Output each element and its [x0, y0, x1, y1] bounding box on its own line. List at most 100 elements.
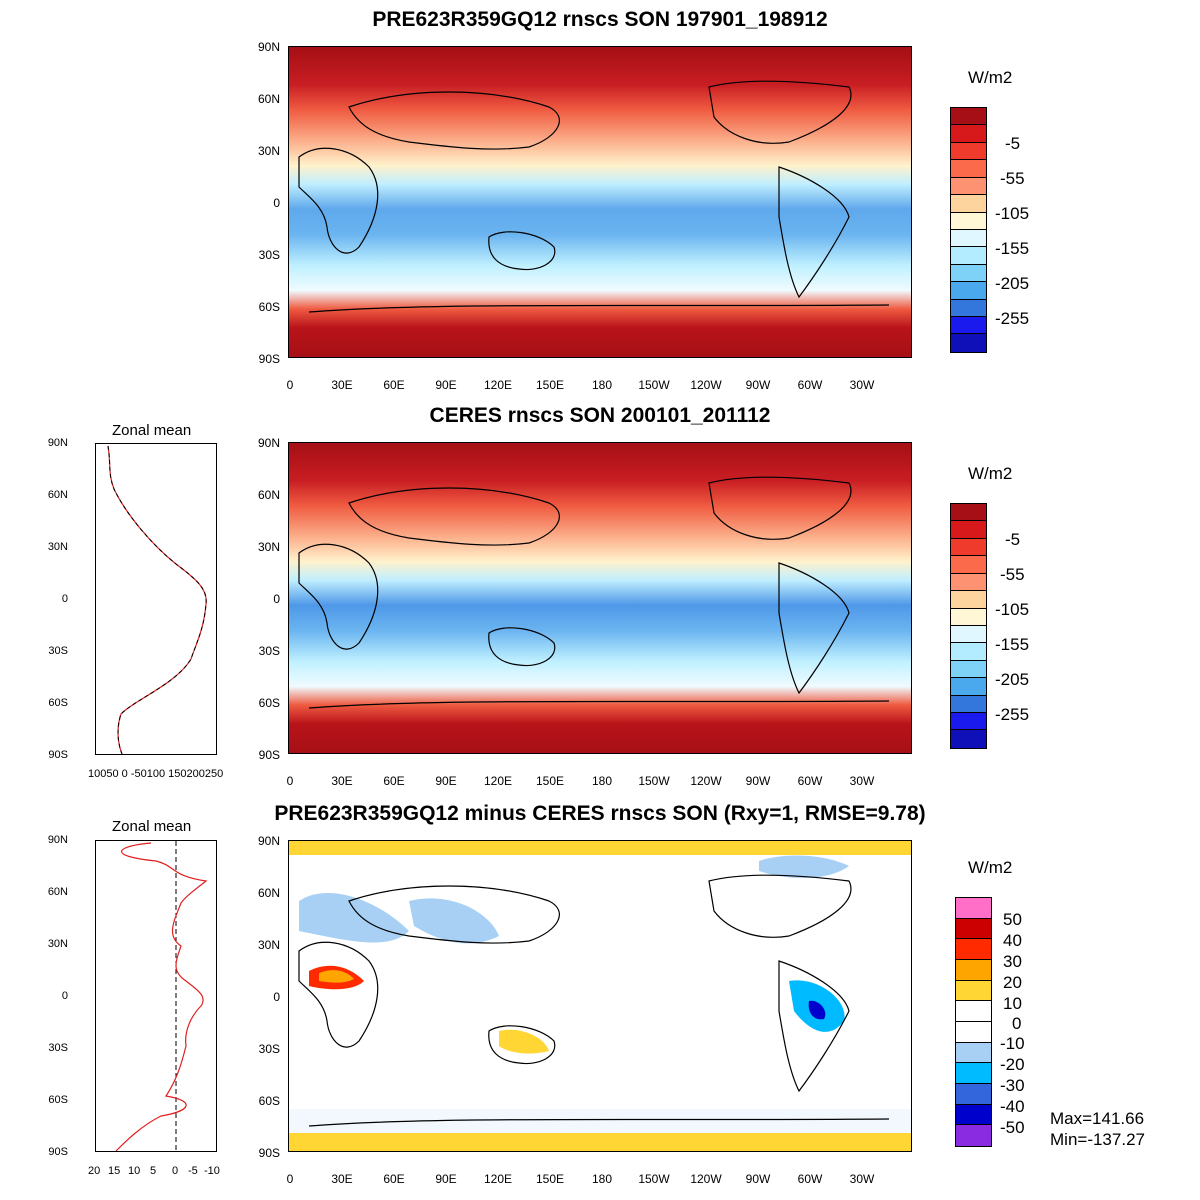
diff-zlat-0: 0: [61, 990, 68, 1002]
colorbar-swatch: [951, 229, 986, 248]
obs-lat-60n: 60N: [257, 488, 280, 502]
colorbar-swatch: [956, 980, 991, 1002]
obs-map: [288, 442, 912, 754]
obs-zonal-plot: [95, 443, 217, 755]
obs-unit: W/m2: [968, 464, 1013, 483]
obs-zlat-60n: 60N: [47, 489, 68, 501]
model-lon-30e: 30E: [331, 378, 353, 392]
diff-cb-label: 50: [1003, 910, 1022, 929]
diff-zonal-xlabel: -5: [188, 1165, 198, 1177]
diff-cb-label: -30: [1000, 1076, 1025, 1095]
colorbar-swatch: [951, 108, 986, 126]
obs-lat-60s: 60S: [258, 696, 280, 710]
model-cb-label: -155: [995, 239, 1030, 258]
model-cb-label: -55: [1000, 169, 1025, 188]
diff-lon-60e: 60E: [383, 1172, 405, 1186]
model-lat-60n: 60N: [257, 92, 280, 106]
colorbar-swatch: [951, 730, 986, 748]
colorbar-swatch: [951, 195, 986, 213]
obs-cb-label: -105: [995, 600, 1030, 619]
obs-zlat-90s: 90S: [48, 749, 68, 761]
diff-colorbar: [955, 897, 992, 1147]
diff-cb-label: -10: [1000, 1034, 1025, 1053]
obs-lat-30s: 30S: [258, 644, 280, 658]
obs-lon-120w: 120W: [690, 774, 722, 788]
model-lat-90s: 90S: [258, 352, 280, 366]
diff-lon-150e: 150E: [535, 1172, 565, 1186]
obs-zlat-60s: 60S: [48, 697, 68, 709]
colorbar-swatch: [956, 939, 991, 960]
colorbar-swatch: [956, 959, 991, 981]
colorbar-swatch: [951, 695, 986, 714]
diff-lat-90s: 90S: [258, 1146, 280, 1160]
obs-lon-30w: 30W: [849, 774, 875, 788]
model-cb-label: -105: [995, 204, 1030, 223]
colorbar-swatch: [951, 177, 986, 196]
obs-colorbar: [950, 503, 987, 749]
diff-max: Max=141.66: [1050, 1109, 1145, 1128]
model-unit: W/m2: [968, 68, 1013, 87]
model-lat-90n: 90N: [257, 40, 280, 54]
colorbar-swatch: [951, 282, 986, 300]
diff-lon-90w: 90W: [745, 1172, 771, 1186]
model-lon-60e: 60E: [383, 378, 405, 392]
colorbar-swatch: [956, 898, 991, 919]
obs-zlat-30n: 30N: [47, 541, 68, 553]
colorbar-swatch: [956, 1125, 991, 1146]
model-lon-150w: 150W: [638, 378, 670, 392]
diff-lat-60n: 60N: [257, 886, 280, 900]
diff-lat-0: 0: [273, 990, 280, 1004]
diff-zonal-plot: [95, 840, 217, 1152]
diff-lon-30e: 30E: [331, 1172, 353, 1186]
model-lon-30w: 30W: [849, 378, 875, 392]
colorbar-swatch: [956, 1083, 991, 1105]
colorbar-swatch: [951, 538, 986, 557]
diff-lon-90e: 90E: [435, 1172, 457, 1186]
colorbar-swatch: [951, 125, 986, 143]
colorbar-swatch: [951, 660, 986, 679]
obs-cb-label: -155: [995, 635, 1030, 654]
obs-lat-90n: 90N: [257, 436, 280, 450]
diff-zlat-90s: 90S: [48, 1146, 68, 1158]
obs-cb-label: -5: [1005, 530, 1021, 549]
colorbar-swatch: [951, 504, 986, 522]
model-map-field: [289, 47, 911, 357]
diff-cb-label: 40: [1003, 931, 1022, 950]
model-cb-label: -205: [995, 274, 1030, 293]
obs-zlat-90n: 90N: [47, 437, 68, 449]
diff-title: PRE623R359GQ12 minus CERES rnscs SON (Rx…: [274, 802, 926, 825]
obs-map-field: [289, 443, 911, 753]
colorbar-swatch: [951, 713, 986, 731]
obs-zonal-xlabels: 10050 0 -50100 150200250: [88, 768, 224, 780]
diff-zlat-30s: 30S: [48, 1042, 68, 1054]
colorbar-swatch: [956, 1021, 991, 1043]
diff-zonal-xlabel: 0: [172, 1165, 179, 1177]
diff-lon-120e: 120E: [483, 1172, 513, 1186]
obs-lon-0: 0: [286, 774, 294, 788]
diff-cb-label: -40: [1000, 1097, 1025, 1116]
obs-zonal-curve: [107, 445, 207, 755]
colorbar-swatch: [956, 1104, 991, 1126]
colorbar-swatch: [951, 264, 986, 283]
obs-lat-30n: 30N: [257, 540, 280, 554]
diff-lat-90n: 90N: [257, 834, 280, 848]
obs-zlat-0: 0: [61, 593, 68, 605]
model-map: [288, 46, 912, 358]
diff-lat-30n: 30N: [257, 938, 280, 952]
obs-zlat-30s: 30S: [48, 645, 68, 657]
colorbar-swatch: [951, 142, 986, 161]
model-lon-90e: 90E: [435, 378, 457, 392]
obs-lon-180: 180: [591, 774, 613, 788]
colorbar-swatch: [951, 625, 986, 644]
model-lat-0: 0: [273, 196, 280, 210]
diff-map: [288, 840, 912, 1152]
colorbar-swatch: [956, 1063, 991, 1084]
obs-zonal-title: Zonal mean: [112, 422, 192, 439]
diff-zlat-30n: 30N: [47, 938, 68, 950]
model-lon-150e: 150E: [535, 378, 565, 392]
colorbar-swatch: [951, 608, 986, 626]
diff-zonal-title: Zonal mean: [112, 818, 192, 835]
obs-lon-120e: 120E: [483, 774, 513, 788]
colorbar-swatch: [951, 334, 986, 352]
model-lon-180: 180: [591, 378, 613, 392]
